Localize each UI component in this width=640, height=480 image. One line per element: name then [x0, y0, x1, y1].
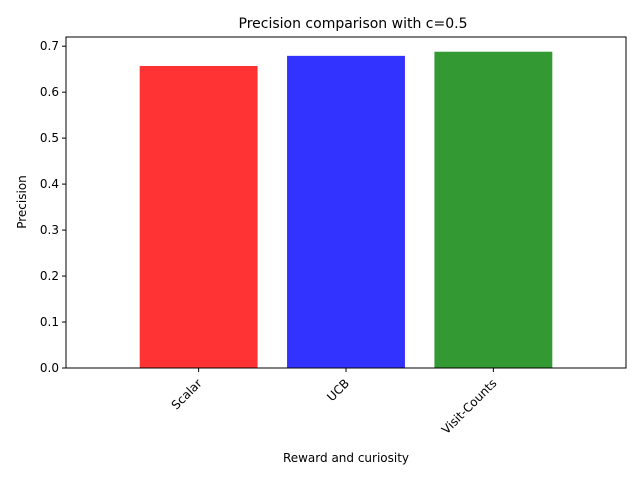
y-tick-label: 0.4 — [40, 177, 59, 191]
y-axis-ticks: 0.0 0.1 0.2 0.3 0.4 0.5 0.6 0.7 — [40, 39, 66, 375]
y-tick-label: 0.0 — [40, 361, 59, 375]
y-tick-label: 0.2 — [40, 269, 59, 283]
y-axis-label: Precision — [15, 175, 29, 229]
bar-scalar — [139, 65, 258, 369]
chart-title: Precision comparison with c=0.5 — [239, 16, 468, 32]
y-tick-label: 0.7 — [40, 39, 59, 53]
plot-frame — [65, 36, 627, 369]
x-tick-label: Scalar — [169, 376, 205, 412]
bar-ucb — [287, 55, 405, 369]
bars-group — [139, 51, 553, 369]
bar-visit-counts — [434, 51, 553, 368]
y-tick-label: 0.5 — [40, 131, 59, 145]
x-axis-ticks: Scalar UCB Visit-Counts — [169, 368, 500, 437]
x-tick-label: Visit-Counts — [439, 376, 500, 437]
y-tick-label: 0.1 — [40, 315, 59, 329]
x-tick-label: UCB — [324, 376, 352, 404]
y-tick-label: 0.6 — [40, 85, 59, 99]
y-tick-label: 0.3 — [40, 223, 59, 237]
x-axis-label: Reward and curiosity — [283, 451, 409, 465]
